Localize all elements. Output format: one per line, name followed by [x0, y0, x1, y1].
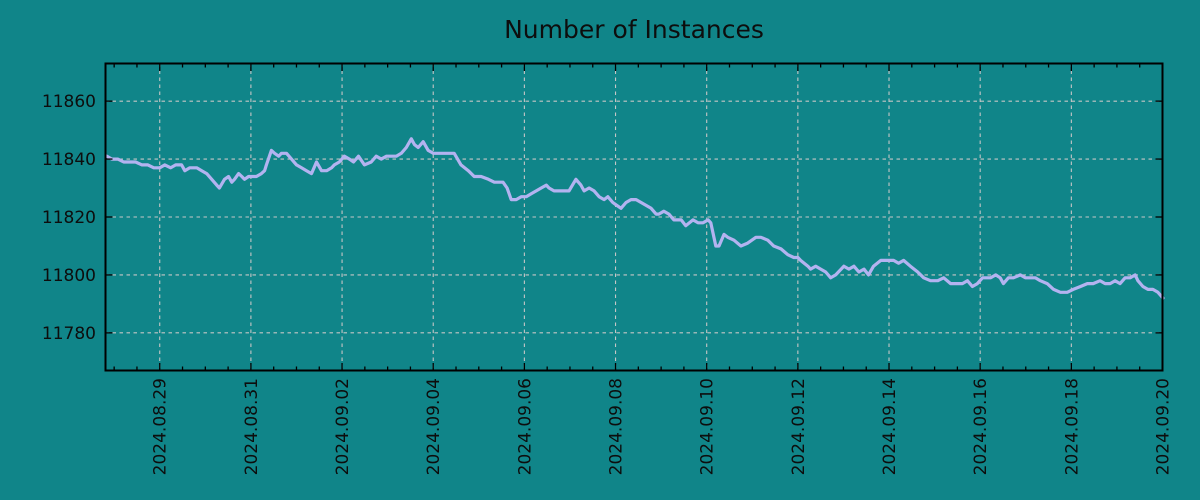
x-tick-label: 2024.09.12: [789, 378, 809, 475]
y-tick-label: 11780: [42, 324, 96, 344]
x-tick-label: 2024.09.08: [607, 378, 627, 475]
x-tick-label: 2024.09.02: [333, 378, 353, 475]
x-tick-label: 2024.08.29: [151, 378, 171, 475]
grid-lines: [105, 63, 1164, 371]
x-tick-label: 2024.09.20: [1154, 378, 1174, 475]
x-tick-label: 2024.09.14: [880, 378, 900, 475]
y-tick-label: 11840: [42, 150, 96, 170]
x-tick-label: 2024.09.18: [1062, 378, 1082, 475]
x-tick-label: 2024.09.16: [971, 378, 991, 475]
x-tick-label: 2024.09.10: [698, 378, 718, 475]
series-line: [105, 137, 1165, 300]
x-tick-label: 2024.08.31: [242, 378, 262, 475]
y-tick-label: 11800: [42, 266, 96, 286]
axis-frame: [104, 62, 1164, 372]
tick-labels: 11780 11800 11820 11840 11860 2024.08.29 2024.…: [42, 92, 1174, 475]
x-tick-label: 2024.09.04: [424, 378, 444, 475]
chart-title: Number of Instances: [504, 15, 764, 44]
x-tick-label: 2024.09.06: [515, 378, 535, 475]
instances-line: [105, 137, 1165, 300]
y-tick-label: 11820: [42, 208, 96, 228]
y-tick-label: 11860: [42, 92, 96, 112]
